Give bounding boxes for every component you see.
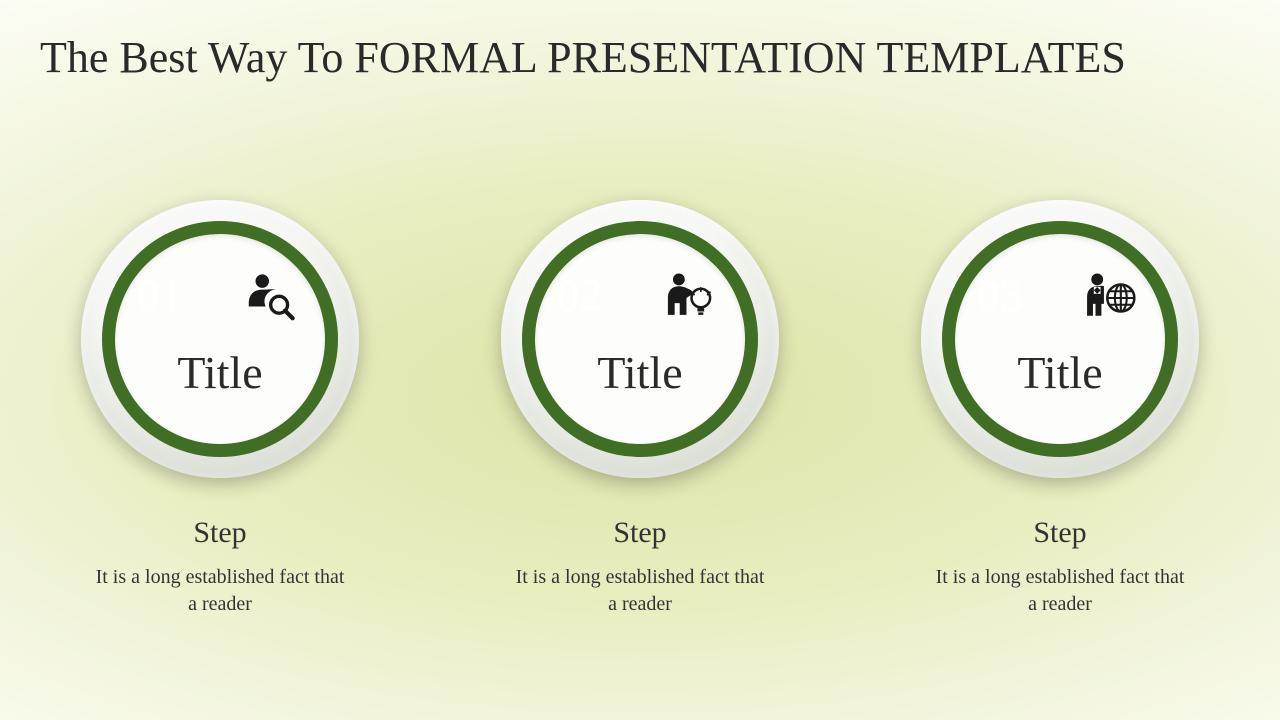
step-2-ring: 02 Title: [522, 221, 758, 457]
step-2: 02 Title Step It is a long established: [490, 200, 790, 618]
step-1-title: Title: [115, 346, 325, 399]
step-1: 01 Title Step It is a long established f…: [70, 200, 370, 618]
step-1-inner: 01 Title: [115, 234, 325, 444]
step-1-circle: 01 Title: [81, 200, 359, 478]
step-3-number: 03: [977, 270, 1023, 321]
step-3-inner: 03 Titl: [955, 234, 1165, 444]
step-3: 03 Titl: [910, 200, 1210, 618]
step-1-number: 01: [137, 270, 183, 321]
slide-title: The Best Way To FORMAL PRESENTATION TEMP…: [40, 30, 1240, 85]
steps-row: 01 Title Step It is a long established f…: [0, 200, 1280, 618]
step-2-number: 02: [557, 270, 603, 321]
step-2-circle: 02 Title: [501, 200, 779, 478]
step-2-title: Title: [535, 346, 745, 399]
step-1-label: Step: [193, 516, 246, 550]
step-3-description: It is a long established fact that a rea…: [935, 564, 1185, 618]
step-1-ring: 01 Title: [102, 221, 338, 457]
person-idea-icon: [661, 270, 717, 326]
step-3-circle: 03 Titl: [921, 200, 1199, 478]
person-search-icon: [241, 270, 297, 326]
step-2-label: Step: [613, 516, 666, 550]
step-3-ring: 03 Titl: [942, 221, 1178, 457]
step-1-description: It is a long established fact that a rea…: [95, 564, 345, 618]
step-2-inner: 02 Title: [535, 234, 745, 444]
step-3-label: Step: [1033, 516, 1086, 550]
person-globe-icon: [1081, 270, 1137, 326]
step-2-description: It is a long established fact that a rea…: [515, 564, 765, 618]
step-3-title: Title: [955, 346, 1165, 399]
